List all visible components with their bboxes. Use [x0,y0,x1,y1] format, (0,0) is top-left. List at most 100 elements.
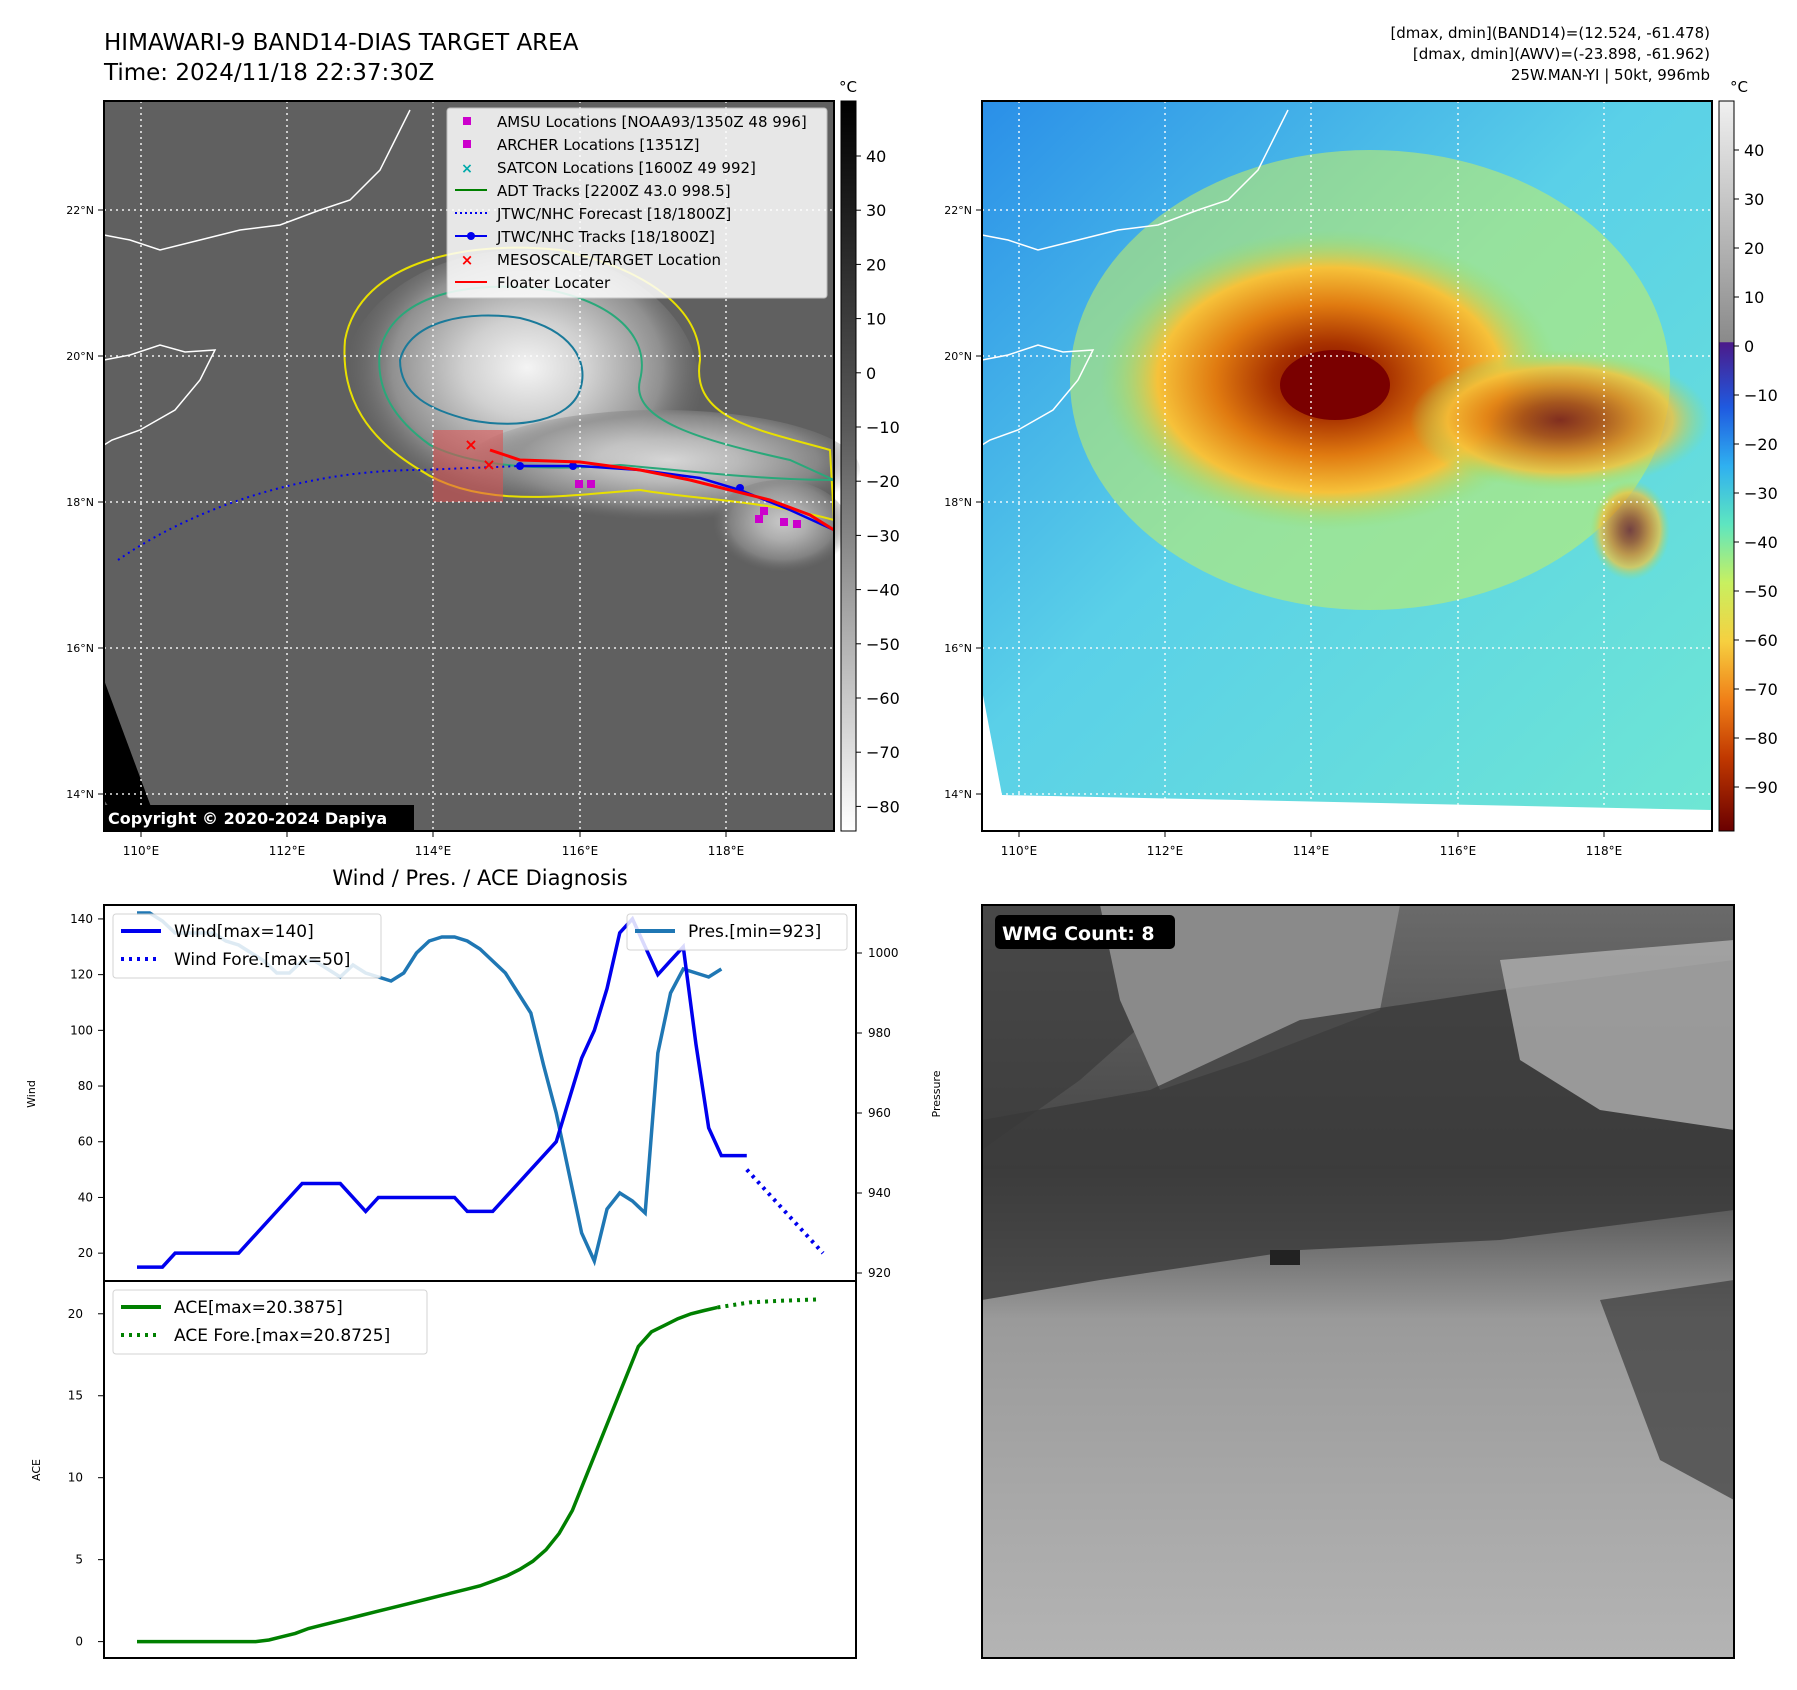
lat-tick-label: 22°N [66,204,94,217]
svg-text:×: × [461,251,474,269]
ace-ytick-label: 15 [68,1389,83,1403]
pres-ytick-label: 920 [868,1266,891,1280]
lon-tick-label: 114°E [1293,844,1330,858]
lat-tick-label: 14°N [66,788,94,801]
colorbar-tick-label: −70 [866,743,900,762]
info-awv: [dmax, dmin](AWV)=(-23.898, -61.962) [1413,45,1710,63]
colorbar-tick-label: −30 [866,526,900,545]
pressure-axis-label: Pressure [930,1070,943,1117]
wind-ytick-label: 140 [70,912,93,926]
legend-amsu: AMSU Locations [NOAA93/1350Z 48 996] [497,113,807,131]
colorbar-tick-label: −50 [1744,582,1778,601]
wmg-panel: WMG Count: 8 [981,904,1735,1659]
lon-tick-label: 112°E [269,844,306,858]
colorbar-tick-label: −80 [1744,729,1778,748]
wind-ytick-label: 80 [78,1079,93,1093]
colorbar-tick-label: 20 [866,255,886,274]
legend-ace-fore: ACE Fore.[max=20.8725] [174,1326,390,1346]
colorbar-tick-label: −10 [1744,386,1778,405]
lat-tick-label: 18°N [66,496,94,509]
lat-tick-label: 16°N [66,642,94,655]
info-storm: 25W.MAN-YI | 50kt, 996mb [1511,66,1710,84]
pres-legend: Pres.[min=923] [626,913,848,951]
wind-legend: Wind[max=140] Wind Fore.[max=50] [112,913,382,979]
legend-satcon: SATCON Locations [1600Z 49 992] [497,159,756,177]
wv-colorbar-unit: °C [1730,78,1748,96]
lon-tick-label: 118°E [708,844,745,858]
lat-tick-label: 22°N [944,204,972,217]
legend-target: MESOSCALE/TARGET Location [497,251,721,269]
diag-title: Wind / Pres. / ACE Diagnosis [332,866,627,890]
colorbar-tick-label: 0 [1744,337,1754,356]
wmg-count: WMG Count: 8 [1002,923,1155,945]
colorbar-tick-label: −60 [866,689,900,708]
pres-ytick-label: 940 [868,1186,891,1200]
legend-pres: Pres.[min=923] [688,922,821,942]
svg-text:×: × [464,435,477,454]
colorbar-tick-label: −10 [866,418,900,437]
page-time: Time: 2024/11/18 22:37:30Z [103,60,434,86]
wind-ytick-label: 120 [70,968,93,982]
svg-text:×: × [482,455,495,474]
ace-line [137,1305,718,1644]
ace-ytick-label: 20 [68,1307,83,1321]
ace-forecast-line [717,1297,817,1310]
ir-lon-ticks: 110°E 112°E 114°E 116°E 118°E [123,831,745,858]
colorbar-tick-label: −20 [866,472,900,491]
pres-ytick-label: 980 [868,1026,891,1040]
ace-chart: 0 5 10 15 20 ACE ACE[max=20.3875] ACE Fore.[… [30,1280,857,1659]
ir-lat-ticks: 22°N 20°N 18°N 16°N 14°N [66,204,104,801]
info-band14: [dmax, dmin](BAND14)=(12.524, -61.478) [1390,24,1710,42]
legend-adt: ADT Tracks [2200Z 43.0 998.5] [497,182,731,200]
lat-tick-label: 14°N [944,788,972,801]
ace-ytick-label: 0 [75,1635,83,1649]
legend-wind-fore: Wind Fore.[max=50] [174,950,350,970]
lat-tick-label: 18°N [944,496,972,509]
wind-ytick-label: 20 [78,1246,93,1260]
colorbar-tick-label: −70 [1744,680,1778,699]
colorbar-tick-label: −20 [1744,435,1778,454]
lat-tick-label: 20°N [66,350,94,363]
ace-legend: ACE[max=20.3875] ACE Fore.[max=20.8725] [112,1289,428,1355]
colorbar-tick-label: −80 [866,797,900,816]
wv-lat-ticks: 22°N 20°N 18°N 16°N 14°N [944,204,982,801]
ace-axis-label: ACE [30,1459,43,1481]
pres-ytick-label: 960 [868,1106,891,1120]
ace-ytick-label: 10 [68,1471,83,1485]
colorbar-tick-label: 20 [1744,239,1764,258]
pres-ytick-label: 1000 [868,946,899,960]
legend-wind: Wind[max=140] [174,922,314,942]
ace-ytick-label: 5 [75,1553,83,1567]
lon-tick-label: 118°E [1586,844,1623,858]
wind-ytick-label: 60 [78,1135,93,1149]
wind-axis-label: Wind [25,1080,38,1108]
colorbar-tick-label: −30 [1744,484,1778,503]
lat-tick-label: 16°N [944,642,972,655]
wind-ytick-label: 40 [78,1190,93,1204]
legend-forecast: JTWC/NHC Forecast [18/1800Z] [496,205,731,223]
page-title: HIMAWARI-9 BAND14-DIAS TARGET AREA [104,30,579,56]
lon-tick-label: 116°E [1440,844,1477,858]
wind-pressure-chart: 20 40 60 80 100 120 140 920 940 960 980 1000 Wind … [25,904,943,1282]
legend-ace: ACE[max=20.3875] [174,1298,343,1318]
legend-tracks: JTWC/NHC Tracks [18/1800Z] [496,228,715,246]
wind-ytick-label: 100 [70,1023,93,1037]
wv-lon-ticks: 110°E 112°E 114°E 116°E 118°E [1001,831,1623,858]
colorbar-tick-label: −50 [866,635,900,654]
ir-colorbar-unit: °C [839,78,857,96]
lon-tick-label: 110°E [1001,844,1038,858]
colorbar-tick-label: 30 [866,201,886,220]
wv-colorbar: °C 40 30 20 10 0 −10 −20 −30 −40 −50 −60 −70 −80 −90 [1718,78,1778,832]
lat-tick-label: 20°N [944,350,972,363]
lon-tick-label: 110°E [123,844,160,858]
colorbar-tick-label: 0 [866,364,876,383]
lon-tick-label: 112°E [1147,844,1184,858]
colorbar-tick-label: −90 [1744,778,1778,797]
colorbar-tick-label: −40 [866,581,900,600]
map-legend: AMSU Locations [NOAA93/1350Z 48 996] ARC… [446,107,828,299]
legend-archer: ARCHER Locations [1351Z] [497,136,700,154]
colorbar-tick-label: −60 [1744,631,1778,650]
colorbar-tick-label: 10 [1744,288,1764,307]
colorbar-tick-label: 40 [866,147,886,166]
